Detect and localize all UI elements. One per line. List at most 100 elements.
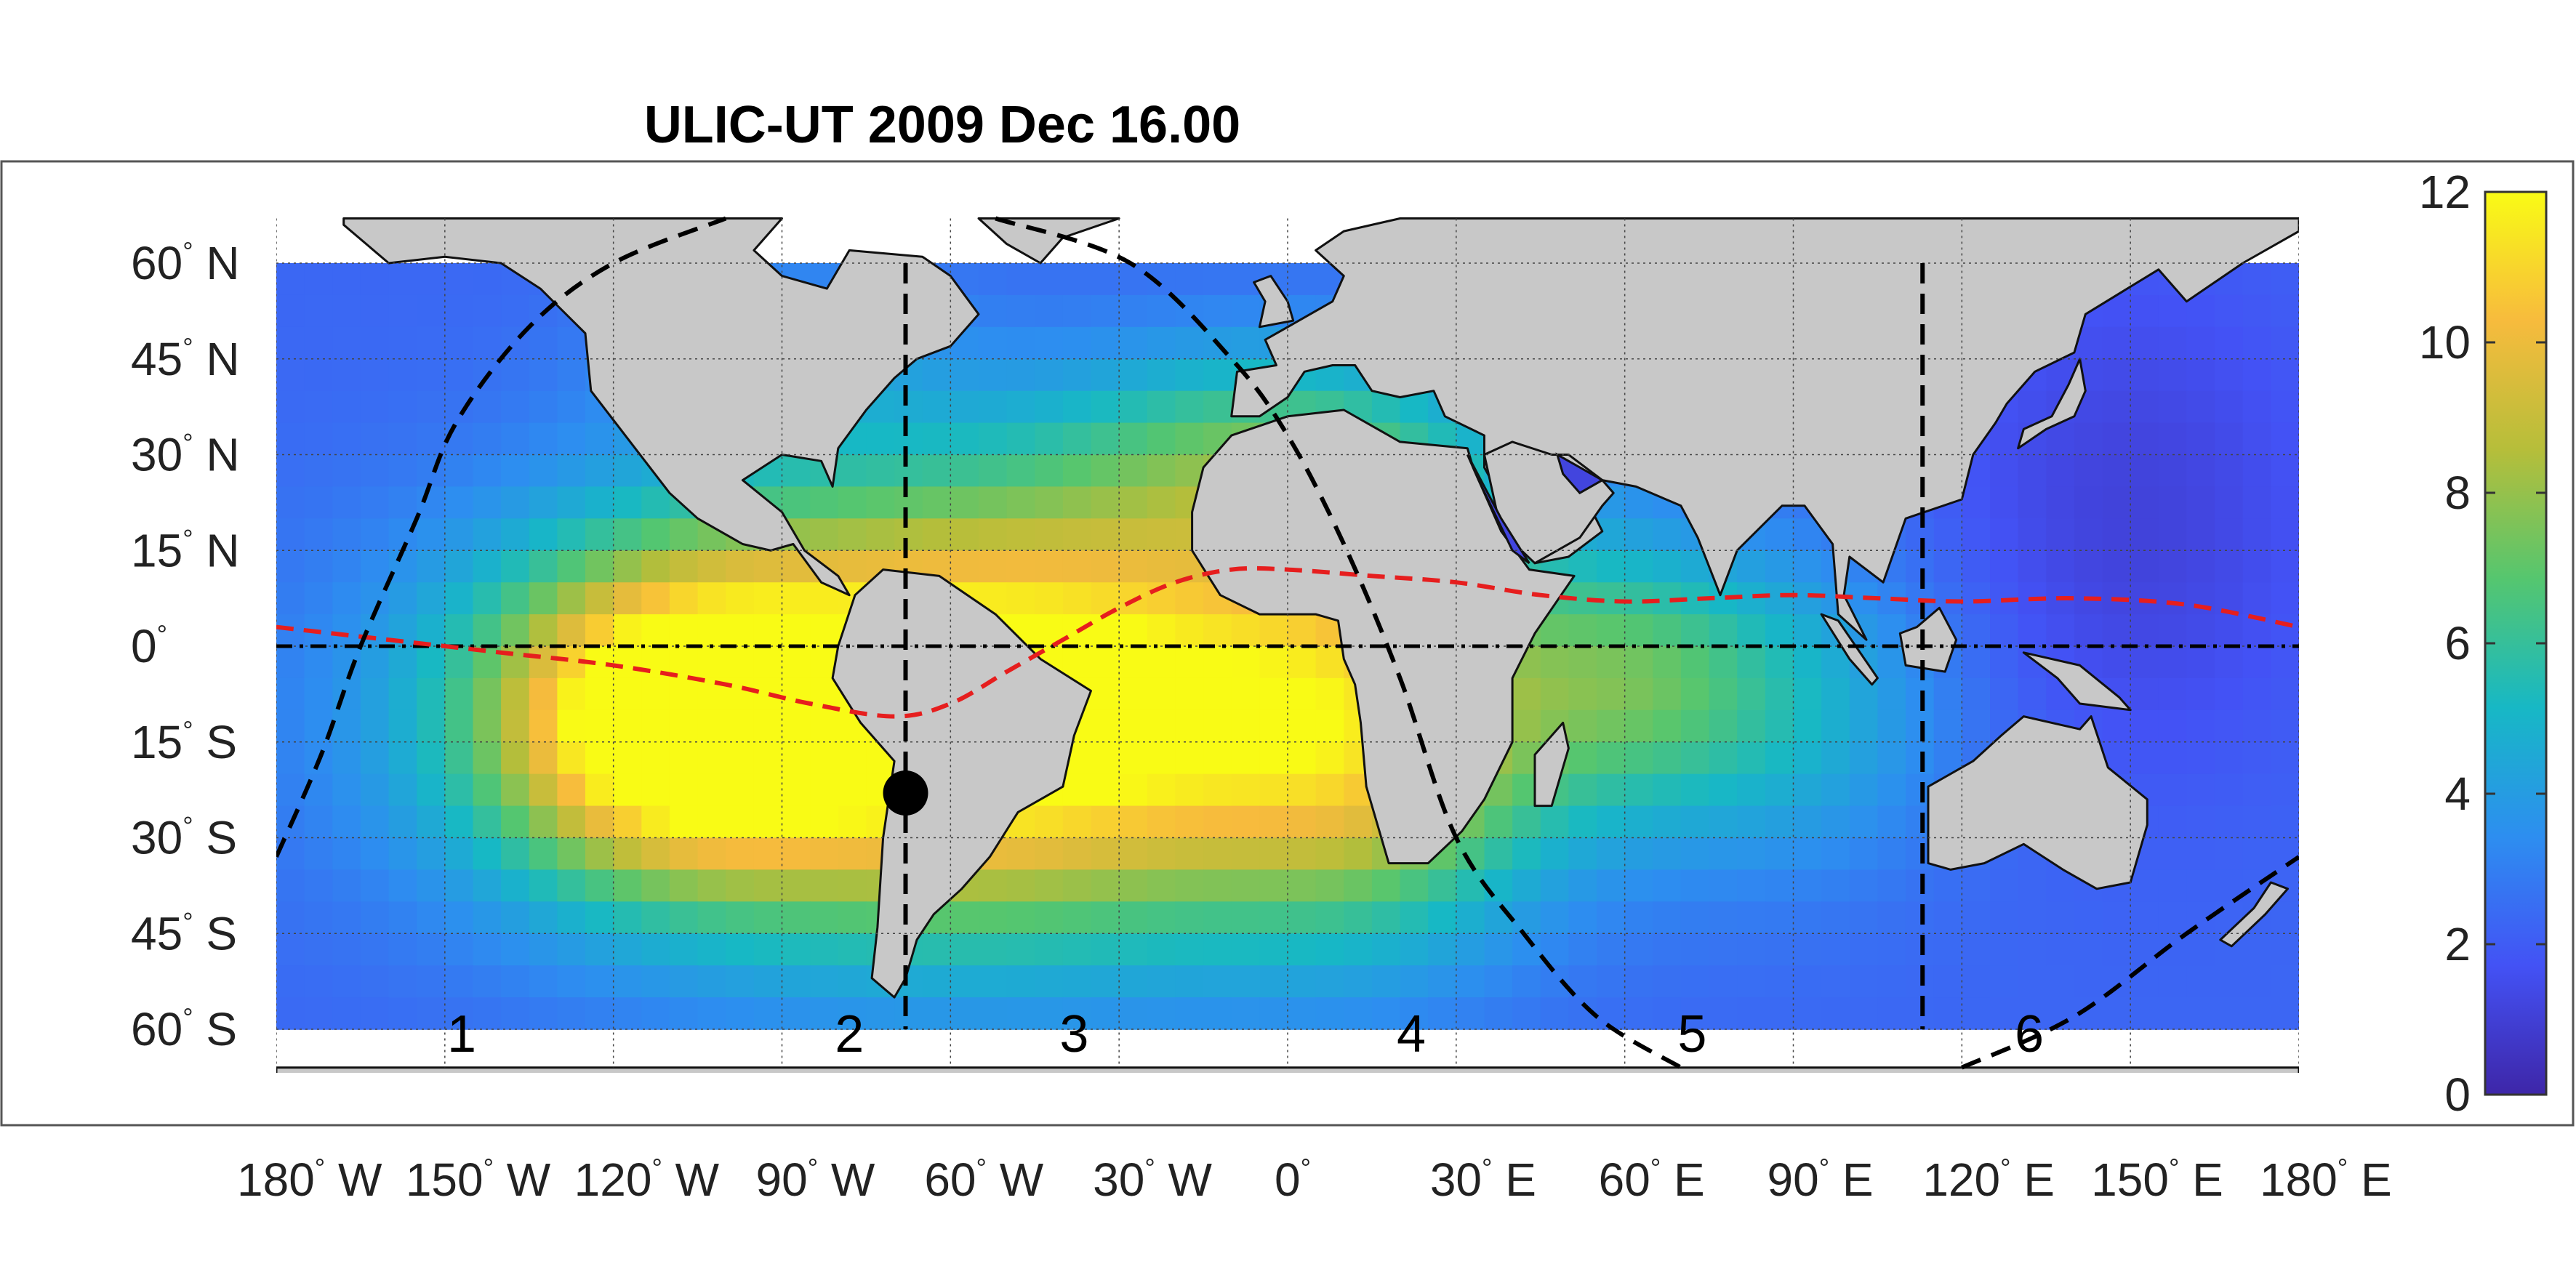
heat-cell (2271, 263, 2299, 296)
heat-cell (1119, 422, 1148, 456)
heat-cell (1709, 837, 1738, 871)
heat-cell (613, 901, 643, 934)
heat-cell (1035, 582, 1064, 615)
heat-cell (810, 837, 839, 871)
heat-cell (1962, 646, 1991, 679)
heat-cell (557, 709, 586, 743)
heat-cell (979, 965, 1008, 998)
heat-cell (276, 326, 305, 360)
heat-cell (1119, 805, 1148, 839)
heat-cell (1091, 390, 1120, 424)
heat-cell (332, 454, 361, 488)
heat-cell (1540, 837, 1570, 871)
heat-cell (388, 805, 417, 839)
heat-cell (2215, 997, 2244, 1030)
heat-cell (1147, 358, 1176, 392)
heat-cell (1035, 422, 1064, 456)
heat-cell (1877, 646, 1906, 679)
heat-cell (641, 741, 670, 775)
heat-cell (1624, 805, 1654, 839)
heat-cell (2271, 773, 2299, 807)
heat-cell (2271, 550, 2299, 583)
heat-cell (1906, 677, 1935, 711)
heat-cell (697, 965, 726, 998)
heat-cell (557, 614, 586, 647)
heat-cell (1962, 582, 1991, 615)
heat-cell (1288, 709, 1317, 743)
heat-cell (1006, 869, 1035, 903)
longitude-axis: 180° W 150° W 120° W 90° W 60° W 30° W 0° 30° E… (237, 1153, 2392, 1206)
zone-labels: 1 2 3 4 5 6 (447, 1005, 2044, 1063)
heat-cell (810, 709, 839, 743)
heat-cell (1259, 773, 1288, 807)
heat-cell (444, 454, 474, 488)
heat-cell (444, 677, 474, 711)
lat-label: 30° S (131, 811, 237, 864)
heat-cell (1653, 518, 1682, 551)
heat-cell (360, 518, 390, 551)
heat-cell (1062, 326, 1092, 360)
heat-cell (585, 741, 614, 775)
heat-cell (2158, 677, 2188, 711)
heat-cell (2215, 294, 2244, 328)
heat-cell (444, 358, 474, 392)
heat-cell (1484, 965, 1513, 998)
lon-label: 180° W (237, 1153, 382, 1206)
heat-cell (782, 965, 811, 998)
heat-cell (782, 709, 811, 743)
heat-cell (1175, 805, 1204, 839)
heat-cell (1933, 965, 1963, 998)
land-madagascar (1533, 721, 1570, 808)
heat-cell (1906, 709, 1935, 743)
heat-cell (1344, 869, 1373, 903)
heat-cell (1484, 837, 1513, 871)
heat-cell (529, 709, 558, 743)
heat-cell (276, 901, 305, 934)
heat-cell (613, 646, 643, 679)
heat-cell (1203, 358, 1232, 392)
heat-cell (1933, 709, 1963, 743)
heat-cell (2130, 518, 2159, 551)
heat-cell (557, 933, 586, 966)
heat-cell (753, 997, 783, 1030)
heat-cell (669, 997, 699, 1030)
heat-cell (866, 486, 895, 520)
heat-cell (2186, 773, 2215, 807)
heat-cell (360, 358, 390, 392)
heat-cell (585, 773, 614, 807)
heat-cell (2018, 933, 2047, 966)
heat-cell (950, 550, 979, 583)
heat-cell (304, 997, 333, 1030)
heat-cell (332, 358, 361, 392)
heat-cell (1006, 294, 1035, 328)
heat-cell (753, 646, 783, 679)
heat-cell (697, 614, 726, 647)
heat-cell (1877, 677, 1906, 711)
heat-cell (669, 741, 699, 775)
heat-cell (2158, 805, 2188, 839)
heat-cell (1624, 997, 1654, 1030)
heat-cell (838, 518, 867, 551)
heat-cell (473, 422, 502, 456)
heat-cell (501, 709, 530, 743)
heat-cell (1288, 614, 1317, 647)
heat-cell (557, 741, 586, 775)
heat-cell (1821, 709, 1850, 743)
heat-cell (585, 805, 614, 839)
heat-cell (585, 869, 614, 903)
heat-cell (894, 454, 923, 488)
heat-cell (1119, 869, 1148, 903)
heat-cell (1793, 709, 1822, 743)
heat-cell (1259, 997, 1288, 1030)
heat-cell (950, 390, 979, 424)
heat-cell (2186, 614, 2215, 647)
heat-cell (1006, 582, 1035, 615)
heat-cell (417, 901, 446, 934)
heat-cell (1680, 869, 1710, 903)
heat-cell (529, 837, 558, 871)
heat-cell (304, 582, 333, 615)
land-masses (276, 217, 2299, 1073)
colorbar-tick-label: 0 (2444, 1068, 2471, 1121)
heat-cell (1288, 901, 1317, 934)
heat-cell (1624, 741, 1654, 775)
